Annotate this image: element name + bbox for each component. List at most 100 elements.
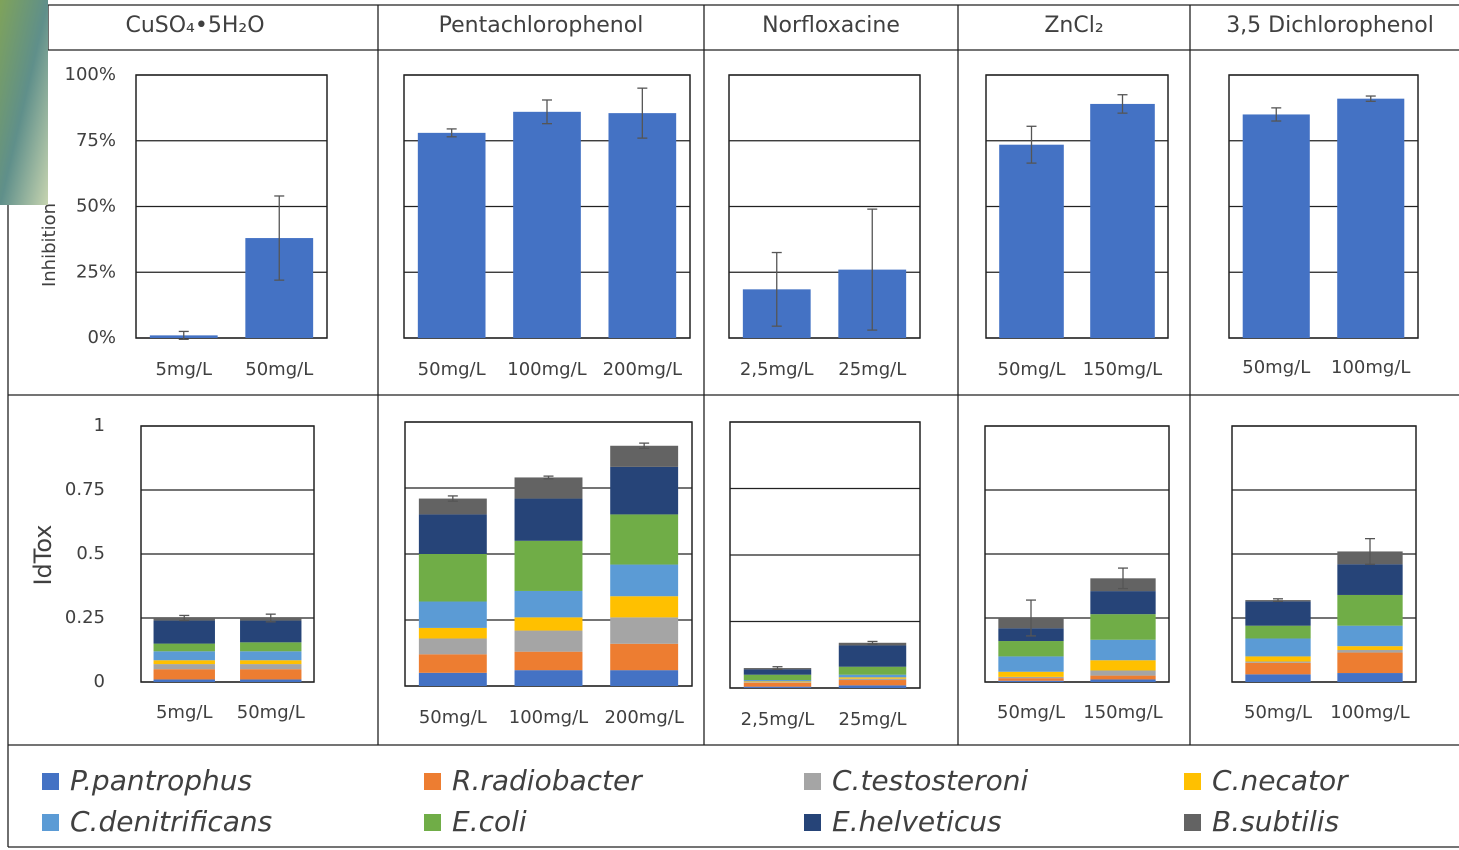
bar-segment bbox=[240, 651, 302, 661]
bar-segment bbox=[838, 666, 907, 675]
bar-segment bbox=[240, 664, 302, 670]
x-tick-label: 25mg/L bbox=[839, 709, 907, 730]
bar-segment bbox=[1090, 639, 1156, 661]
bar-segment bbox=[1337, 564, 1403, 595]
legend-label: R.radiobacter bbox=[452, 764, 643, 797]
legend-label: C.testosteroni bbox=[832, 764, 1029, 797]
x-tick-label: 200mg/L bbox=[603, 359, 682, 380]
legend-swatch bbox=[42, 773, 59, 790]
legend-swatch bbox=[424, 814, 441, 831]
x-tick-label: 100mg/L bbox=[507, 359, 586, 380]
legend-label: C.necator bbox=[1212, 764, 1349, 797]
bar-segment bbox=[998, 656, 1064, 672]
bar-segment bbox=[743, 680, 812, 682]
legend-swatch bbox=[42, 814, 59, 831]
x-tick-label: 25mg/L bbox=[838, 359, 906, 380]
legend-swatch bbox=[424, 773, 441, 790]
plot-frame bbox=[1231, 425, 1417, 683]
bar-segment bbox=[240, 679, 302, 682]
bar-segment bbox=[418, 498, 487, 515]
legend-label: B.subtilis bbox=[1212, 805, 1339, 838]
bar-segment bbox=[514, 590, 583, 618]
bar-segment bbox=[1245, 656, 1311, 662]
x-tick-label: 5mg/L bbox=[156, 702, 213, 723]
bar-segment bbox=[1090, 660, 1156, 671]
legend-swatch bbox=[804, 773, 821, 790]
bar-segment bbox=[1337, 646, 1403, 650]
y-tick-label: 0.75 bbox=[65, 479, 105, 500]
bar-segment bbox=[838, 677, 907, 679]
bar-segment bbox=[153, 643, 215, 652]
bar bbox=[608, 113, 677, 338]
bar-segment bbox=[418, 554, 487, 602]
plot-frame bbox=[728, 74, 921, 339]
plot-frame bbox=[985, 74, 1169, 339]
bar-segment bbox=[514, 477, 583, 499]
bar-segment bbox=[418, 514, 487, 554]
column-header: 3,5 Dichlorophenol bbox=[1226, 13, 1434, 38]
bar bbox=[1242, 114, 1310, 338]
bar-segment bbox=[743, 681, 812, 683]
bar-segment bbox=[1245, 625, 1311, 639]
bar-segment bbox=[743, 682, 812, 683]
bar-segment bbox=[610, 643, 679, 671]
x-tick-label: 100mg/L bbox=[1331, 357, 1410, 378]
x-tick-label: 50mg/L bbox=[419, 707, 487, 728]
bar-segment bbox=[240, 669, 302, 680]
bar-segment bbox=[998, 678, 1064, 681]
bar-segment bbox=[1090, 679, 1156, 682]
y-axis-label: IdTox bbox=[29, 524, 57, 585]
bar-segment bbox=[838, 645, 907, 667]
bar-segment bbox=[153, 620, 215, 644]
legend-label: C.denitrificans bbox=[70, 805, 272, 838]
y-tick-label: 0.5 bbox=[76, 543, 105, 564]
bar-segment bbox=[418, 638, 487, 655]
plot-frame bbox=[729, 421, 921, 689]
y-tick-label: 25% bbox=[76, 261, 116, 282]
y-axis-label: Inhibition bbox=[39, 203, 60, 287]
bar-segment bbox=[1090, 591, 1156, 615]
bar-segment bbox=[743, 686, 812, 688]
bar-segment bbox=[610, 564, 679, 597]
bar-segment bbox=[1245, 661, 1311, 663]
bar-segment bbox=[1090, 670, 1156, 676]
bar-segment bbox=[514, 630, 583, 652]
bar-segment bbox=[418, 601, 487, 628]
bar-segment bbox=[418, 654, 487, 673]
bar bbox=[417, 132, 486, 338]
y-tick-label: 100% bbox=[65, 64, 116, 85]
bar-segment bbox=[1245, 601, 1311, 626]
bar-segment bbox=[1245, 638, 1311, 657]
plot-frame bbox=[135, 74, 328, 339]
table-frame bbox=[7, 4, 1459, 848]
bar-segment bbox=[743, 669, 812, 675]
bar-segment bbox=[743, 682, 812, 687]
bar-segment bbox=[838, 674, 907, 678]
x-tick-label: 200mg/L bbox=[604, 707, 683, 728]
x-tick-label: 150mg/L bbox=[1083, 702, 1162, 723]
bar-segment bbox=[838, 680, 907, 686]
bar-segment bbox=[1337, 673, 1403, 682]
bar-segment bbox=[1337, 652, 1403, 674]
legend-label: E.helveticus bbox=[832, 805, 1002, 838]
column-header: Norfloxacine bbox=[762, 13, 900, 38]
bar bbox=[513, 111, 581, 338]
bar-segment bbox=[153, 669, 215, 680]
bar-segment bbox=[514, 498, 583, 541]
legend-swatch bbox=[1184, 814, 1201, 831]
x-tick-label: 50mg/L bbox=[997, 702, 1065, 723]
x-tick-label: 100mg/L bbox=[1330, 702, 1409, 723]
y-tick-label: 0% bbox=[87, 327, 116, 348]
plot-frame bbox=[140, 425, 315, 683]
bar-segment bbox=[743, 674, 812, 681]
bar-segment bbox=[153, 651, 215, 661]
column-header: ZnCl₂ bbox=[1044, 13, 1103, 38]
bar-segment bbox=[514, 617, 583, 631]
bar-segment bbox=[610, 670, 679, 686]
x-tick-label: 50mg/L bbox=[418, 359, 486, 380]
legend-swatch bbox=[804, 814, 821, 831]
bar-segment bbox=[610, 466, 679, 515]
bar-segment bbox=[153, 664, 215, 670]
bar-segment bbox=[1245, 662, 1311, 675]
